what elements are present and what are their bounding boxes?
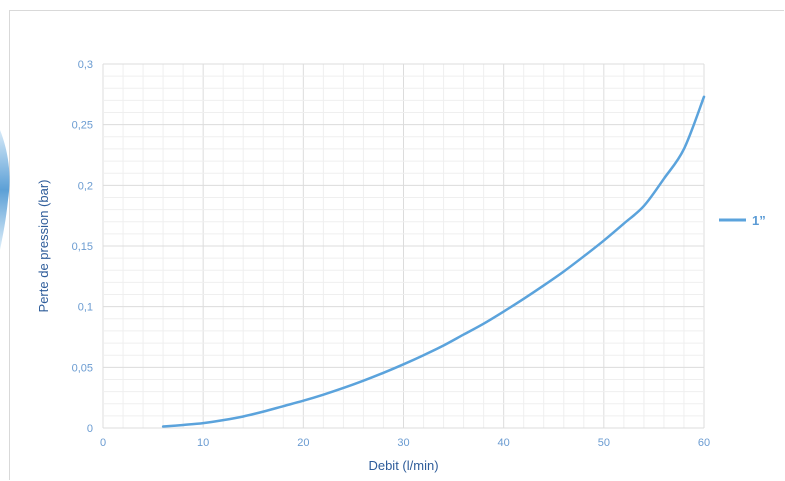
y-tick-label: 0,05	[72, 362, 93, 374]
y-tick-label: 0	[87, 423, 93, 435]
y-tick-label: 0,1	[78, 302, 93, 314]
x-axis-ticks: 0 10 20 30 40 50 60	[100, 437, 710, 449]
x-tick-label: 60	[698, 437, 710, 449]
x-tick-label: 30	[397, 437, 409, 449]
x-tick-label: 20	[297, 437, 309, 449]
legend-label: 1”	[752, 213, 766, 228]
x-tick-label: 40	[498, 437, 510, 449]
chart-frame	[9, 10, 784, 480]
legend: 1”	[719, 213, 766, 228]
x-tick-label: 10	[197, 437, 209, 449]
series-lines	[161, 95, 706, 428]
y-tick-label: 0,25	[72, 120, 93, 132]
x-axis-label: Debit (l/min)	[368, 458, 438, 473]
y-tick-label: 0,15	[72, 241, 93, 253]
x-tick-label: 50	[598, 437, 610, 449]
y-axis-label: Perte de pression (bar)	[36, 180, 51, 313]
grid	[102, 63, 705, 429]
y-axis-ticks: 0 0,05 0,1 0,15 0,2 0,25 0,3	[72, 59, 93, 435]
x-tick-label: 0	[100, 437, 106, 449]
series-line	[161, 95, 706, 428]
y-tick-label: 0,3	[78, 59, 93, 71]
decorative-swoosh-icon	[0, 130, 10, 250]
y-tick-label: 0,2	[78, 180, 93, 192]
